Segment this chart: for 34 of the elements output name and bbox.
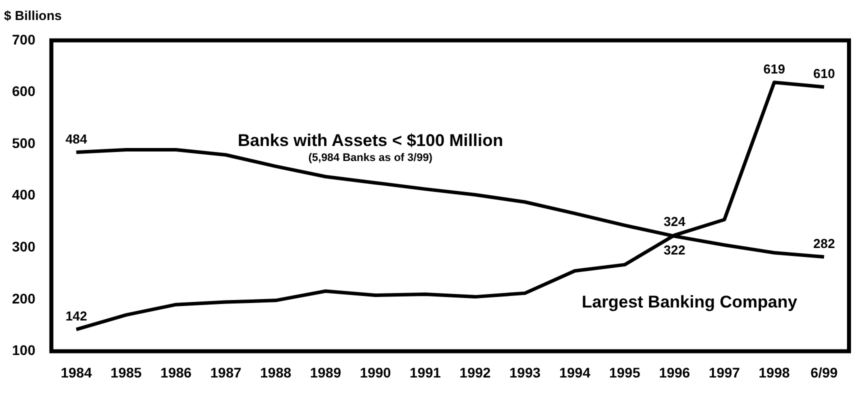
annotation: (5,984 Banks as of 3/99) <box>308 152 433 164</box>
data-label: 484 <box>65 131 88 146</box>
y-tick-label: 600 <box>12 83 36 100</box>
y-tick-label: 300 <box>12 238 36 254</box>
x-tick-label: 1994 <box>559 364 591 380</box>
y-axis-title: $ Billions <box>4 8 62 23</box>
data-label: 142 <box>65 308 88 324</box>
series-label: Largest Banking Company <box>582 292 798 312</box>
data-label: 324 <box>664 214 686 230</box>
x-tick-label: 1992 <box>460 364 491 380</box>
x-tick-label: 1995 <box>609 364 640 380</box>
x-tick-label: 1991 <box>410 364 442 380</box>
data-label: 619 <box>763 61 786 76</box>
series-label: Banks with Assets < $100 Million <box>238 131 504 150</box>
y-tick-label: 100 <box>12 342 36 358</box>
x-tick-label: 1997 <box>708 364 740 380</box>
x-tick-label: 1987 <box>210 364 242 380</box>
x-tick-label: 1985 <box>110 364 142 380</box>
x-tick-label: 1989 <box>310 364 342 380</box>
y-tick-label: 500 <box>12 134 36 151</box>
x-tick-label: 1988 <box>260 364 292 380</box>
data-label: 322 <box>664 242 686 258</box>
x-tick-label: 1986 <box>160 364 192 380</box>
x-tick-label: 1984 <box>60 364 92 380</box>
x-tick-label: 1998 <box>758 364 790 380</box>
y-tick-label: 400 <box>12 186 36 203</box>
x-tick-label: 1993 <box>509 364 541 380</box>
y-tick-label: 700 <box>12 31 36 48</box>
y-tick-label: 200 <box>12 290 36 306</box>
x-tick-label: 6/99 <box>810 364 838 380</box>
x-tick-label: 1996 <box>658 364 690 380</box>
x-tick-label: 1990 <box>360 364 392 380</box>
data-label: 282 <box>813 236 835 251</box>
data-label: 610 <box>813 66 835 82</box>
